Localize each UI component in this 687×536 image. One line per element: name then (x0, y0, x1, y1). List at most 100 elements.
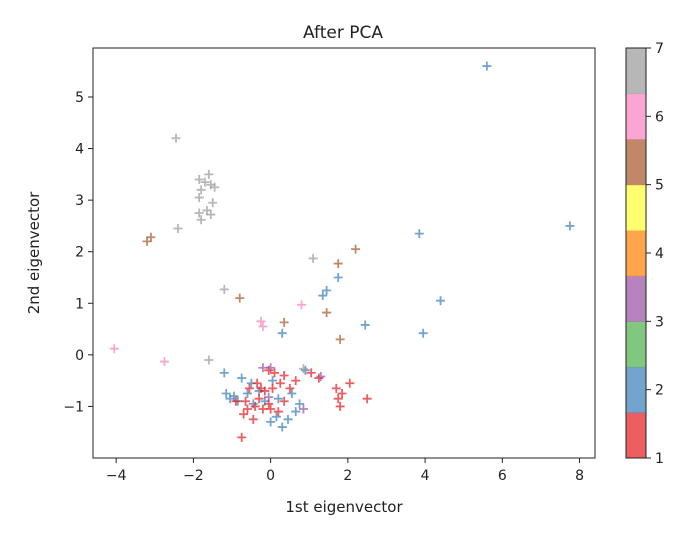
scatter-point (235, 293, 245, 303)
colorbar-segment (626, 230, 646, 277)
scatter-point (298, 364, 308, 374)
scatter-point (254, 394, 264, 404)
scatter-point (109, 344, 119, 354)
scatter-point (252, 378, 262, 388)
scatter-point (295, 399, 305, 409)
colorbar-ticks: 1 2 3 4 5 6 7 (646, 41, 664, 467)
scatter-point (268, 383, 278, 393)
scatter-point (291, 376, 301, 386)
x-tick-label: 2 (343, 468, 352, 484)
scatter-point (308, 253, 318, 263)
scatter-point (239, 409, 249, 419)
scatter-point (300, 365, 310, 375)
scatter-point (277, 328, 287, 338)
y-axis: −1 0 1 2 3 4 5 (63, 90, 93, 415)
scatter-point (237, 373, 247, 383)
scatter-point (271, 412, 281, 422)
scatter-point (173, 224, 183, 234)
scatter-point (283, 414, 293, 424)
scatter-point (316, 372, 326, 382)
colorbar-segments (626, 48, 646, 459)
scatter-point (221, 389, 231, 399)
scatter-point (277, 422, 287, 432)
x-tick-label: −4 (106, 468, 127, 484)
scatter-point (194, 208, 204, 218)
colorbar-tick-label: 7 (655, 41, 664, 57)
scatter-point (231, 396, 241, 406)
scatter-point (337, 389, 347, 399)
scatter-point (208, 198, 218, 208)
scatter-point (256, 383, 266, 393)
scatter-points (109, 61, 575, 442)
scatter-point (159, 357, 169, 367)
colorbar-tick-label: 5 (655, 178, 664, 194)
scatter-point (333, 394, 343, 404)
scatter-point (266, 363, 276, 373)
scatter-point (333, 272, 343, 282)
scatter-point (258, 363, 268, 373)
scatter-point (335, 334, 345, 344)
colorbar-tick-label: 3 (655, 314, 664, 330)
x-tick-label: 8 (575, 468, 584, 484)
scatter-point (322, 308, 332, 318)
scatter-point (171, 133, 181, 143)
scatter-point (351, 244, 361, 254)
scatter-point (418, 328, 428, 338)
scatter-point (436, 296, 446, 306)
x-tick-label: −2 (183, 468, 204, 484)
scatter-point (258, 404, 268, 414)
y-tick-label: 0 (75, 348, 84, 364)
scatter-point (204, 169, 214, 179)
scatter-point (291, 407, 301, 417)
scatter-point (285, 383, 295, 393)
scatter-point (241, 396, 251, 406)
y-tick-label: 2 (75, 245, 84, 261)
plot-frame (92, 47, 596, 459)
scatter-point (322, 285, 332, 295)
colorbar-segment (626, 412, 646, 459)
scatter-point (219, 284, 229, 294)
colorbar-tick-label: 2 (655, 383, 664, 399)
scatter-point (314, 373, 324, 383)
colorbar-tick-label: 6 (655, 109, 664, 125)
colorbar-segment (626, 184, 646, 231)
scatter-point (242, 389, 252, 399)
scatter-point (250, 401, 260, 411)
y-tick-label: −1 (63, 399, 84, 415)
plot-area (92, 47, 596, 459)
scatter-point (194, 193, 204, 203)
scatter-point (287, 389, 297, 399)
colorbar-tick-label: 4 (655, 246, 664, 262)
scatter-point (345, 378, 355, 388)
colorbar-segment (626, 275, 646, 322)
scatter-point (297, 300, 307, 310)
chart-title: After PCA (303, 23, 383, 43)
scatter-point (204, 355, 214, 365)
scatter-point (200, 177, 210, 187)
y-tick-label: 3 (75, 193, 84, 209)
scatter-point (206, 210, 216, 220)
scatter-point (258, 321, 268, 331)
colorbar: 1 2 3 4 5 6 7 (625, 41, 664, 467)
scatter-point (273, 394, 283, 404)
colorbar-segment (626, 48, 646, 95)
scatter-point (362, 394, 372, 404)
scatter-point (275, 378, 285, 388)
scatter-point (256, 316, 266, 326)
scatter-point (264, 392, 274, 402)
y-axis-label: 2nd eigenvector (25, 191, 43, 314)
x-axis-label: 1st eigenvector (285, 498, 403, 516)
scatter-point (279, 370, 289, 380)
colorbar-tick-label: 1 (655, 451, 664, 467)
scatter-point (219, 368, 229, 378)
scatter-point (360, 320, 370, 330)
scatter-point (194, 175, 204, 185)
scatter-point (268, 376, 278, 386)
y-tick-label: 4 (75, 142, 84, 158)
scatter-point (306, 368, 316, 378)
scatter-point (229, 391, 239, 401)
colorbar-segment (626, 139, 646, 186)
scatter-point (298, 404, 308, 414)
scatter-point (269, 368, 279, 378)
